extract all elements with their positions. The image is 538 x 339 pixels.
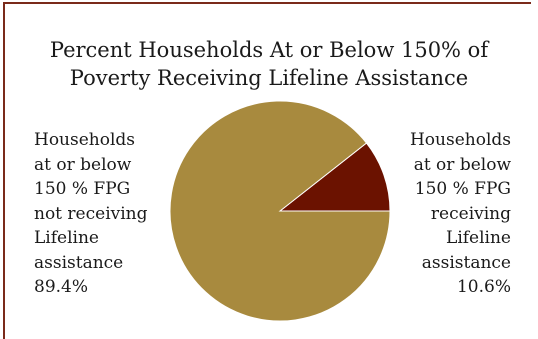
- slice-percent-label: 10.6%: [456, 277, 511, 297]
- pie-slice-receiving: [278, 142, 391, 212]
- slice-label-not-receiving: Households at or below 150 % FPG not rec…: [34, 128, 169, 300]
- slice-label-line: 150 % FPG: [414, 179, 511, 199]
- chart-frame-stub: [3, 330, 5, 339]
- slice-label-line: assistance: [421, 252, 511, 273]
- slice-label-line: receiving: [430, 203, 511, 224]
- slice-percent-label: 89.4%: [34, 277, 89, 297]
- chart-frame: [3, 2, 531, 332]
- slice-label-line: at or below: [413, 154, 511, 175]
- slice-label-line: Households: [409, 130, 511, 150]
- pie-slice-not-receiving: [169, 100, 391, 322]
- slice-label-line: not receiving: [34, 203, 148, 224]
- chart-title-line-1: Percent Households At or Below 150% of: [49, 38, 489, 62]
- slice-label-line: assistance: [34, 252, 124, 273]
- slice-label-line: 150 % FPG: [34, 179, 131, 199]
- slice-label-line: Households: [34, 130, 136, 150]
- slice-label-receiving: Households at or below 150 % FPG receivi…: [376, 128, 511, 300]
- chart-title-line-2: Poverty Receiving Lifeline Assistance: [69, 66, 469, 90]
- slice-label-line: at or below: [34, 154, 132, 175]
- slice-label-line: Lifeline: [34, 228, 99, 248]
- slice-label-line: Lifeline: [446, 228, 511, 248]
- chart-title: Percent Households At or Below 150% of P…: [20, 36, 518, 92]
